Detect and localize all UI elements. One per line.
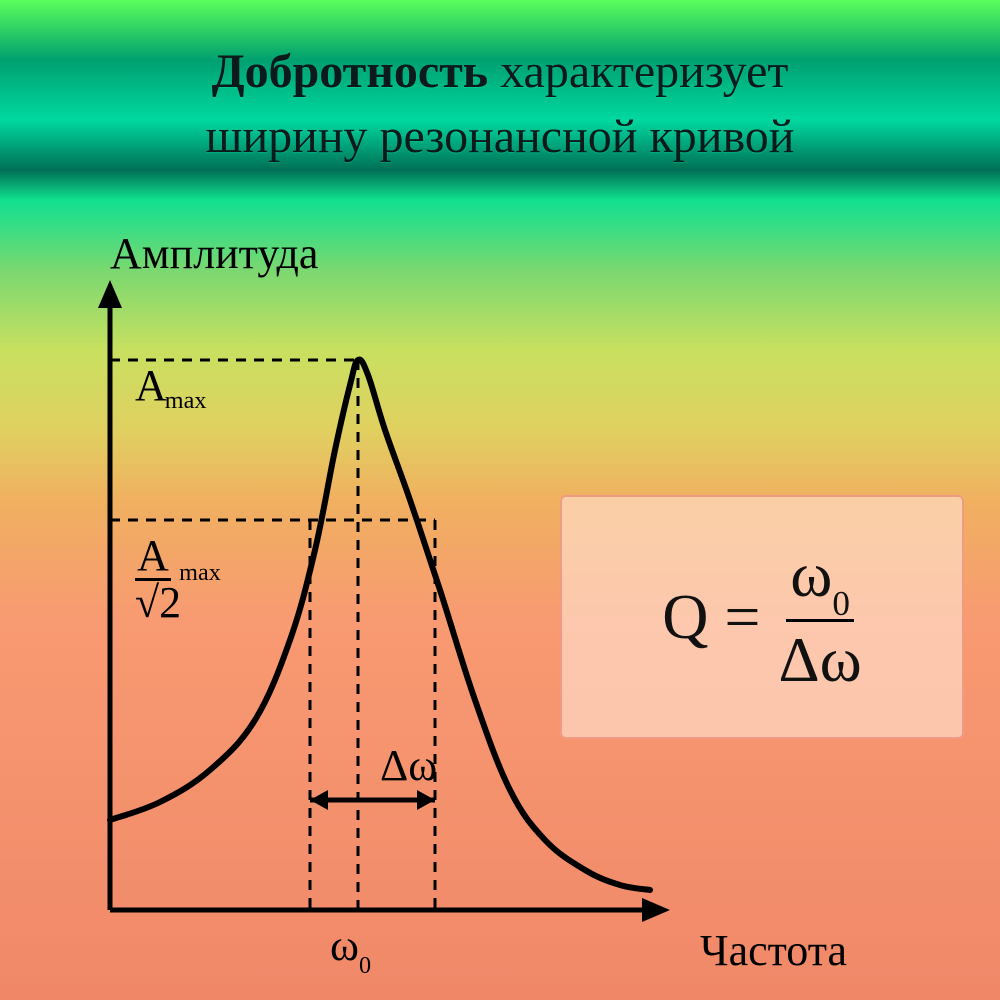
omega-0-label: ω0 bbox=[330, 920, 371, 977]
delta-omega-label: Δω bbox=[380, 740, 437, 791]
a-max-label: Amax bbox=[135, 360, 208, 411]
formula-box: Q = ω0 Δω bbox=[560, 495, 964, 739]
formula-lhs: Q = bbox=[662, 580, 760, 654]
a-max-over-root2-label: A √2 max bbox=[135, 530, 223, 625]
formula-fraction: ω0 Δω bbox=[779, 541, 862, 694]
x-axis-label: Частота bbox=[700, 925, 847, 976]
